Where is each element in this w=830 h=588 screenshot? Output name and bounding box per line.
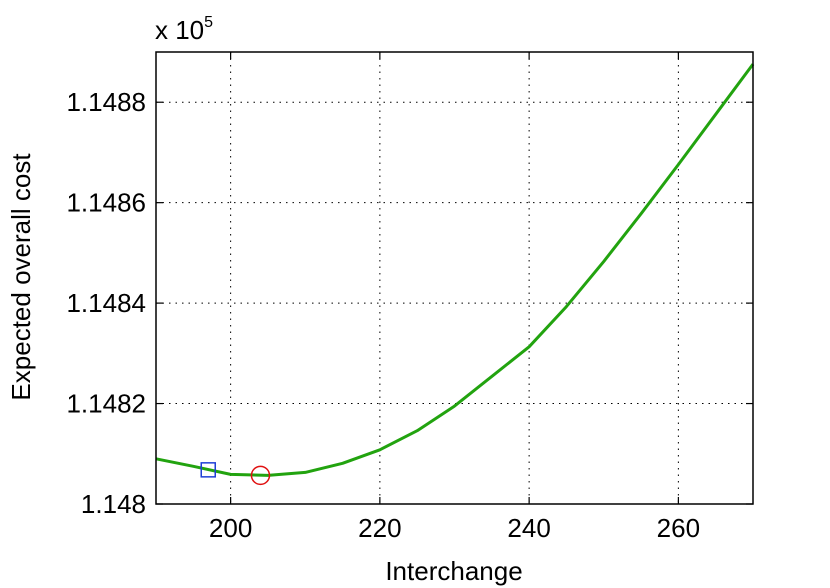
x-tick-label: 200 <box>209 513 252 543</box>
y-tick-label: 1.148 <box>81 489 146 519</box>
y-tick-label: 1.1484 <box>66 288 146 318</box>
x-tick-label: 260 <box>657 513 700 543</box>
y-multiplier-label: x 105 <box>155 14 213 45</box>
grid <box>156 52 753 504</box>
ticks <box>156 52 753 505</box>
tick-labels: 200 220 240 260 1.148 1.1482 1.1484 1.1486 1.148… <box>66 87 700 543</box>
plot-frame <box>155 51 754 505</box>
y-axis-label: Expected overall cost <box>6 153 36 401</box>
square-marker <box>200 462 216 478</box>
series-layer <box>155 63 755 477</box>
y-tick-label: 1.1482 <box>66 389 146 419</box>
x-tick-label: 220 <box>358 513 401 543</box>
y-multiplier-exponent: 5 <box>204 14 213 31</box>
series-line <box>155 63 755 477</box>
x-axis-label: Interchange <box>385 556 522 586</box>
x-tick-label: 240 <box>507 513 550 543</box>
y-tick-label: 1.1486 <box>66 188 146 218</box>
y-multiplier-base: x 10 <box>155 15 204 45</box>
markers-layer <box>200 462 271 486</box>
y-tick-label: 1.1488 <box>66 87 146 117</box>
circle-marker <box>250 465 271 486</box>
